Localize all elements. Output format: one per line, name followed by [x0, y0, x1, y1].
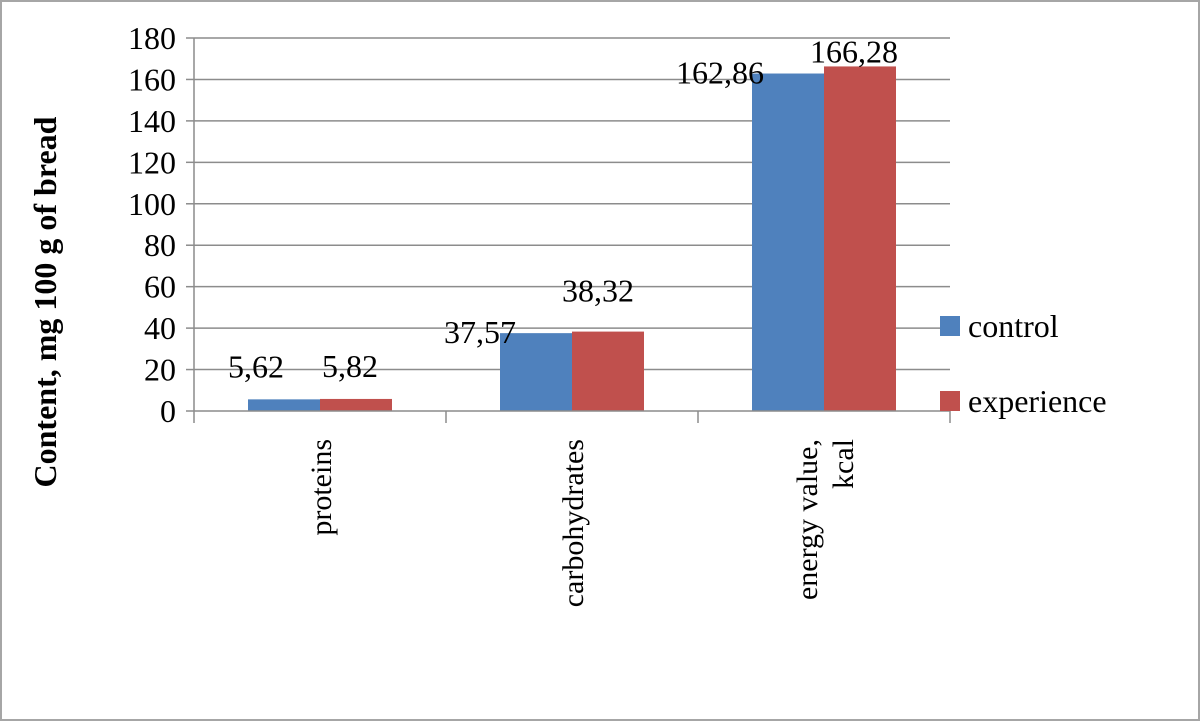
gridlines	[194, 37, 950, 371]
legend: control experience	[940, 308, 1107, 419]
axes: 0 20 40 60 80 100 120 140 160 180 proteins carbohyd…	[128, 20, 951, 607]
bar-control-0	[248, 399, 320, 411]
bar-control-1	[500, 333, 572, 411]
y-axis-title: Content, mg 100 g of bread	[27, 116, 63, 487]
y-tick-label: 80	[144, 227, 176, 263]
legend-item-control: control	[940, 308, 1059, 344]
y-tick-label: 160	[128, 61, 176, 97]
y-tick-label: 40	[144, 310, 176, 346]
category-label-2: energy value, kcal	[791, 439, 860, 600]
data-label-control-1: 37,57	[444, 314, 516, 350]
category-label-line: kcal	[827, 439, 860, 489]
category-label-0: proteins	[305, 439, 338, 536]
category-label-line: energy value,	[791, 439, 824, 600]
data-label-control-0: 5,62	[228, 348, 284, 384]
bar-experience-0	[320, 398, 392, 411]
data-label-control-2: 162,86	[676, 55, 764, 91]
bar-experience-2	[824, 66, 896, 412]
category-label-line: proteins	[305, 439, 338, 536]
y-tick-label: 180	[128, 20, 176, 56]
bars	[248, 66, 896, 412]
y-tick-label: 60	[144, 269, 176, 305]
y-tick-label: 100	[128, 186, 176, 222]
category-label-line: carbohydrates	[557, 439, 590, 607]
y-tick-label: 20	[144, 352, 176, 388]
legend-label: control	[968, 308, 1059, 344]
data-label-experience-1: 38,32	[562, 273, 634, 309]
legend-swatch	[940, 316, 960, 336]
legend-item-experience: experience	[940, 383, 1107, 419]
data-labels: 5,62 5,82 37,57 38,32 162,86 166,28	[228, 33, 898, 384]
y-tick-label: 140	[128, 103, 176, 139]
data-label-experience-2: 166,28	[810, 33, 898, 69]
y-tick-label: 120	[128, 144, 176, 180]
legend-swatch	[940, 391, 960, 411]
bar-control-2	[752, 73, 824, 412]
data-label-experience-0: 5,82	[322, 348, 378, 384]
y-tick-label: 0	[160, 393, 176, 429]
bar-experience-1	[572, 331, 644, 411]
legend-label: experience	[968, 383, 1107, 419]
category-label-1: carbohydrates	[557, 439, 590, 607]
